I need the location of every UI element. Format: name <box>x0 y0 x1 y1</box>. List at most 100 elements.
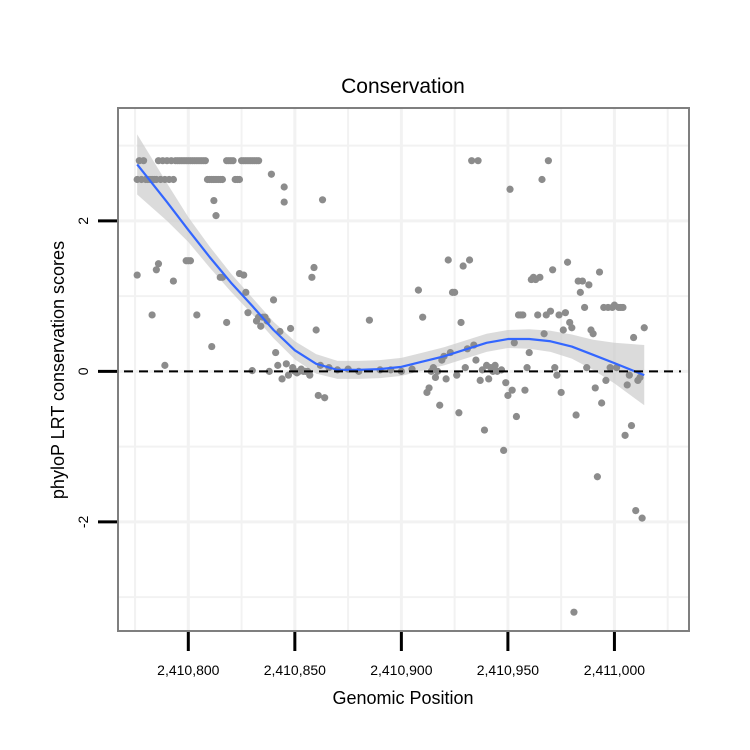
data-point <box>598 399 606 407</box>
y-tick-label: 0 <box>75 367 91 375</box>
data-point <box>201 157 209 165</box>
data-point <box>229 157 237 165</box>
x-tick-label: 2,410,900 <box>370 662 432 678</box>
data-point <box>602 376 610 385</box>
data-point <box>583 364 591 372</box>
data-point <box>255 157 263 165</box>
data-point <box>521 386 529 394</box>
data-point <box>208 342 216 351</box>
smooth-line-layer <box>136 163 645 377</box>
data-point <box>508 386 516 394</box>
data-point <box>546 307 555 315</box>
data-point <box>321 394 329 402</box>
data-point <box>589 330 597 338</box>
data-point <box>476 376 484 385</box>
data-point <box>591 384 599 392</box>
data-point <box>455 409 463 417</box>
data-point <box>500 446 508 454</box>
data-point <box>212 212 220 220</box>
y-axis: -2 0 2 <box>75 217 117 528</box>
data-point <box>619 303 627 312</box>
data-point <box>278 375 286 383</box>
data-point <box>557 388 565 397</box>
data-point <box>551 364 559 372</box>
data-point <box>468 157 476 165</box>
data-point <box>523 364 531 372</box>
data-point <box>561 309 570 317</box>
data-point <box>436 401 444 409</box>
data-point <box>627 421 636 430</box>
data-point <box>572 411 580 419</box>
x-tick-label: 2,410,850 <box>264 662 326 678</box>
data-point <box>621 431 629 439</box>
data-point <box>193 311 201 319</box>
data-point <box>152 266 160 274</box>
data-point <box>480 426 489 434</box>
data-point <box>414 286 423 294</box>
data-point <box>638 514 646 522</box>
data-point <box>148 311 156 319</box>
x-tick-label: 2,410,800 <box>157 662 219 678</box>
data-point <box>169 175 177 184</box>
data-point <box>314 391 322 400</box>
data-point <box>365 316 374 324</box>
x-axis-title: Genomic Position <box>332 688 473 708</box>
data-point <box>186 257 195 265</box>
data-point <box>442 375 450 383</box>
data-point <box>139 157 148 165</box>
data-point <box>284 371 293 379</box>
data-point <box>640 324 648 332</box>
data-point <box>459 262 467 270</box>
data-point <box>568 324 576 332</box>
data-point <box>593 473 601 481</box>
x-axis: 2,410,800 2,410,850 2,410,900 2,410,950 2,41… <box>157 632 645 678</box>
data-point <box>161 361 169 369</box>
data-point <box>555 311 563 319</box>
data-point <box>595 268 604 276</box>
data-point <box>465 256 474 264</box>
data-point <box>461 364 469 372</box>
data-point <box>510 339 518 347</box>
data-point <box>451 288 459 296</box>
data-point <box>453 371 461 379</box>
data-point <box>444 256 452 264</box>
data-point <box>570 608 578 616</box>
data-point <box>280 198 288 206</box>
data-point <box>491 361 499 369</box>
data-point <box>504 391 512 400</box>
data-point <box>312 326 320 334</box>
y-tick-label: 2 <box>75 217 91 225</box>
data-point <box>540 330 548 338</box>
data-point <box>235 175 244 184</box>
data-point <box>210 196 218 205</box>
data-point <box>485 375 493 383</box>
data-point <box>154 260 163 268</box>
data-point <box>506 185 514 193</box>
data-point <box>431 373 440 382</box>
data-point <box>538 175 546 184</box>
data-point <box>425 384 433 392</box>
data-point <box>512 412 521 421</box>
data-point <box>549 266 557 274</box>
data-point <box>274 361 282 369</box>
data-point <box>497 366 506 374</box>
data-point <box>267 170 276 178</box>
data-point <box>563 258 572 266</box>
data-point <box>625 371 633 379</box>
data-point <box>265 367 273 375</box>
x-tick-label: 2,411,000 <box>584 662 645 678</box>
data-point <box>472 356 480 364</box>
data-point <box>269 296 278 304</box>
data-point <box>559 326 567 334</box>
y-tick-label: -2 <box>75 515 91 528</box>
smooth-trend-line <box>136 163 645 377</box>
data-point <box>306 371 314 379</box>
data-point <box>536 273 544 281</box>
data-point <box>282 360 290 368</box>
data-point <box>544 157 552 165</box>
confidence-band-layer <box>137 134 645 406</box>
y-axis-title: phyloP LRT conservation scores <box>48 241 68 499</box>
data-point <box>553 371 561 379</box>
data-point <box>240 271 248 279</box>
